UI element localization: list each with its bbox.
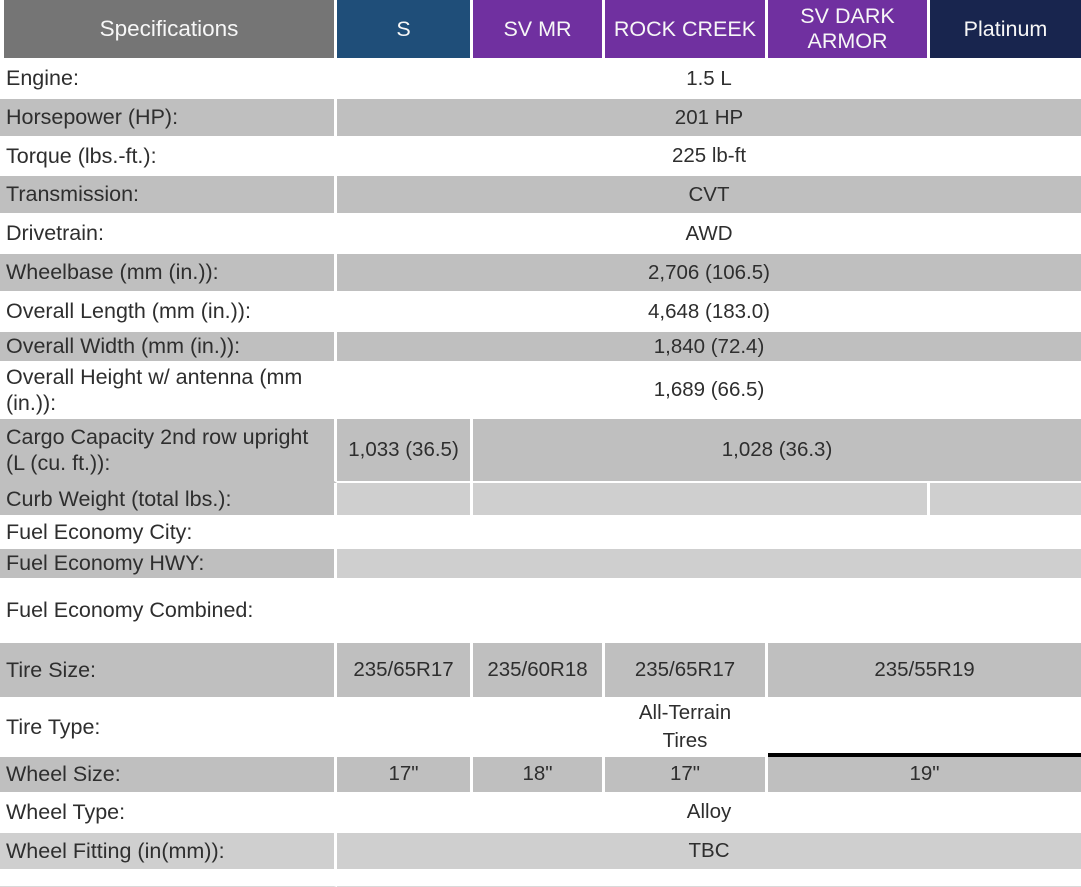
value-cell-platinum xyxy=(930,483,1081,518)
spec-label: Wheel Type: xyxy=(0,793,337,833)
row-wheel-fitting: Wheel Fitting (in(mm)): TBC xyxy=(0,832,1081,871)
row-fuel-economy-combined: Fuel Economy Combined: xyxy=(0,579,1081,643)
spec-label: Fuel Economy Combined: xyxy=(0,579,337,643)
spec-label: Wheel Size: xyxy=(0,756,337,794)
value-cell-merged: 1,028 (36.3) xyxy=(473,419,1081,484)
spec-label: Engine: xyxy=(0,60,337,99)
header-specifications: Specifications xyxy=(0,0,337,60)
spec-label: Wheelbase (mm (in.)): xyxy=(0,254,337,293)
header-trim-sv-dark-armor: SV DARK ARMOR xyxy=(768,0,930,60)
header-trim-sv-mr: SV MR xyxy=(473,0,605,60)
spec-label: Horsepower (HP): xyxy=(0,99,337,138)
spec-label: Overall Width (mm (in.)): xyxy=(0,332,337,363)
row-transmission: Transmission: CVT xyxy=(0,176,1081,215)
row-cargo-capacity: Cargo Capacity 2nd row upright (L (cu. f… xyxy=(0,419,1081,484)
spec-label: Overall Height w/ antenna (mm (in.)): xyxy=(0,363,337,420)
value-cell-sv-mr: 235/60R18 xyxy=(473,642,605,699)
row-fuel-economy-city: Fuel Economy City: xyxy=(0,517,1081,550)
spec-label: Fuel Economy HWY: xyxy=(0,549,337,580)
spec-label: Torque (lbs.-ft.): xyxy=(0,138,337,176)
value-cell-rock-creek: 17" xyxy=(605,756,768,794)
value-cell: 1.5 L xyxy=(337,60,1081,99)
spec-label: Tire Size: xyxy=(0,642,337,699)
value-cell: 225 lb-ft xyxy=(337,138,1081,176)
row-wheel-size: Wheel Size: 17" 18" 17" 19" xyxy=(0,756,1081,794)
row-torque: Torque (lbs.-ft.): 225 lb-ft xyxy=(0,138,1081,176)
spec-label: Wheel Fitting (in(mm)): xyxy=(0,832,337,871)
row-engine: Engine: 1.5 L xyxy=(0,60,1081,99)
value-cell: 1,689 (66.5) xyxy=(337,363,1081,420)
value-cell: Alloy xyxy=(337,793,1081,833)
value-cell xyxy=(337,579,1081,643)
spec-label-empty xyxy=(0,870,337,887)
row-curb-weight: Curb Weight (total lbs.): xyxy=(0,483,1081,518)
header-row: Specifications S SV MR ROCK CREEK SV DAR… xyxy=(0,0,1081,60)
value-cell-merged xyxy=(473,483,930,518)
value-cell: 1,840 (72.4) xyxy=(337,332,1081,363)
value-cell-s xyxy=(337,483,473,518)
value-cell: AWD xyxy=(337,215,1081,254)
value-cell-merged: 235/55R19 xyxy=(768,642,1081,699)
row-bottom-strip xyxy=(0,870,1081,887)
row-overall-length: Overall Length (mm (in.)): 4,648 (183.0) xyxy=(0,293,1081,332)
value-cell: 4,648 (183.0) xyxy=(337,293,1081,332)
value-cell-s: 1,033 (36.5) xyxy=(337,419,473,484)
row-overall-height: Overall Height w/ antenna (mm (in.)): 1,… xyxy=(0,363,1081,420)
value-cell xyxy=(337,549,1081,580)
value-cell-s: 235/65R17 xyxy=(337,642,473,699)
spec-label: Transmission: xyxy=(0,176,337,215)
spec-label: Drivetrain: xyxy=(0,215,337,254)
value-cell-s xyxy=(337,698,473,757)
value-cell-merged: 19" xyxy=(768,756,1081,794)
row-fuel-economy-hwy: Fuel Economy HWY: xyxy=(0,549,1081,580)
value-cell: 2,706 (106.5) xyxy=(337,254,1081,293)
row-horsepower: Horsepower (HP): 201 HP xyxy=(0,99,1081,138)
value-cell xyxy=(337,517,1081,550)
value-cell-sv-mr: 18" xyxy=(473,756,605,794)
spec-label: Cargo Capacity 2nd row upright (L (cu. f… xyxy=(0,419,337,484)
row-tire-type: Tire Type: All-Terrain Tires xyxy=(0,698,1081,757)
header-trim-rock-creek: ROCK CREEK xyxy=(605,0,768,60)
row-tire-size: Tire Size: 235/65R17 235/60R18 235/65R17… xyxy=(0,642,1081,699)
row-overall-width: Overall Width (mm (in.)): 1,840 (72.4) xyxy=(0,332,1081,363)
header-trim-platinum: Platinum xyxy=(930,0,1081,60)
spec-label: Fuel Economy City: xyxy=(0,517,337,550)
row-wheel-type: Wheel Type: Alloy xyxy=(0,793,1081,833)
value-cell-merged-underlined xyxy=(768,698,1081,757)
value-cell-rock-creek: 235/65R17 xyxy=(605,642,768,699)
value-cell: 201 HP xyxy=(337,99,1081,138)
row-drivetrain: Drivetrain: AWD xyxy=(0,215,1081,254)
spec-label: Tire Type: xyxy=(0,698,337,757)
row-wheelbase: Wheelbase (mm (in.)): 2,706 (106.5) xyxy=(0,254,1081,293)
value-cell: TBC xyxy=(337,832,1081,871)
value-cell: CVT xyxy=(337,176,1081,215)
spec-label: Curb Weight (total lbs.): xyxy=(0,483,337,518)
value-cell-rock-creek: All-Terrain Tires xyxy=(605,698,768,757)
spec-label: Overall Length (mm (in.)): xyxy=(0,293,337,332)
header-trim-s: S xyxy=(337,0,473,60)
value-cell-sv-mr xyxy=(473,698,605,757)
value-cell-s: 17" xyxy=(337,756,473,794)
value-cell-empty xyxy=(337,870,1081,887)
